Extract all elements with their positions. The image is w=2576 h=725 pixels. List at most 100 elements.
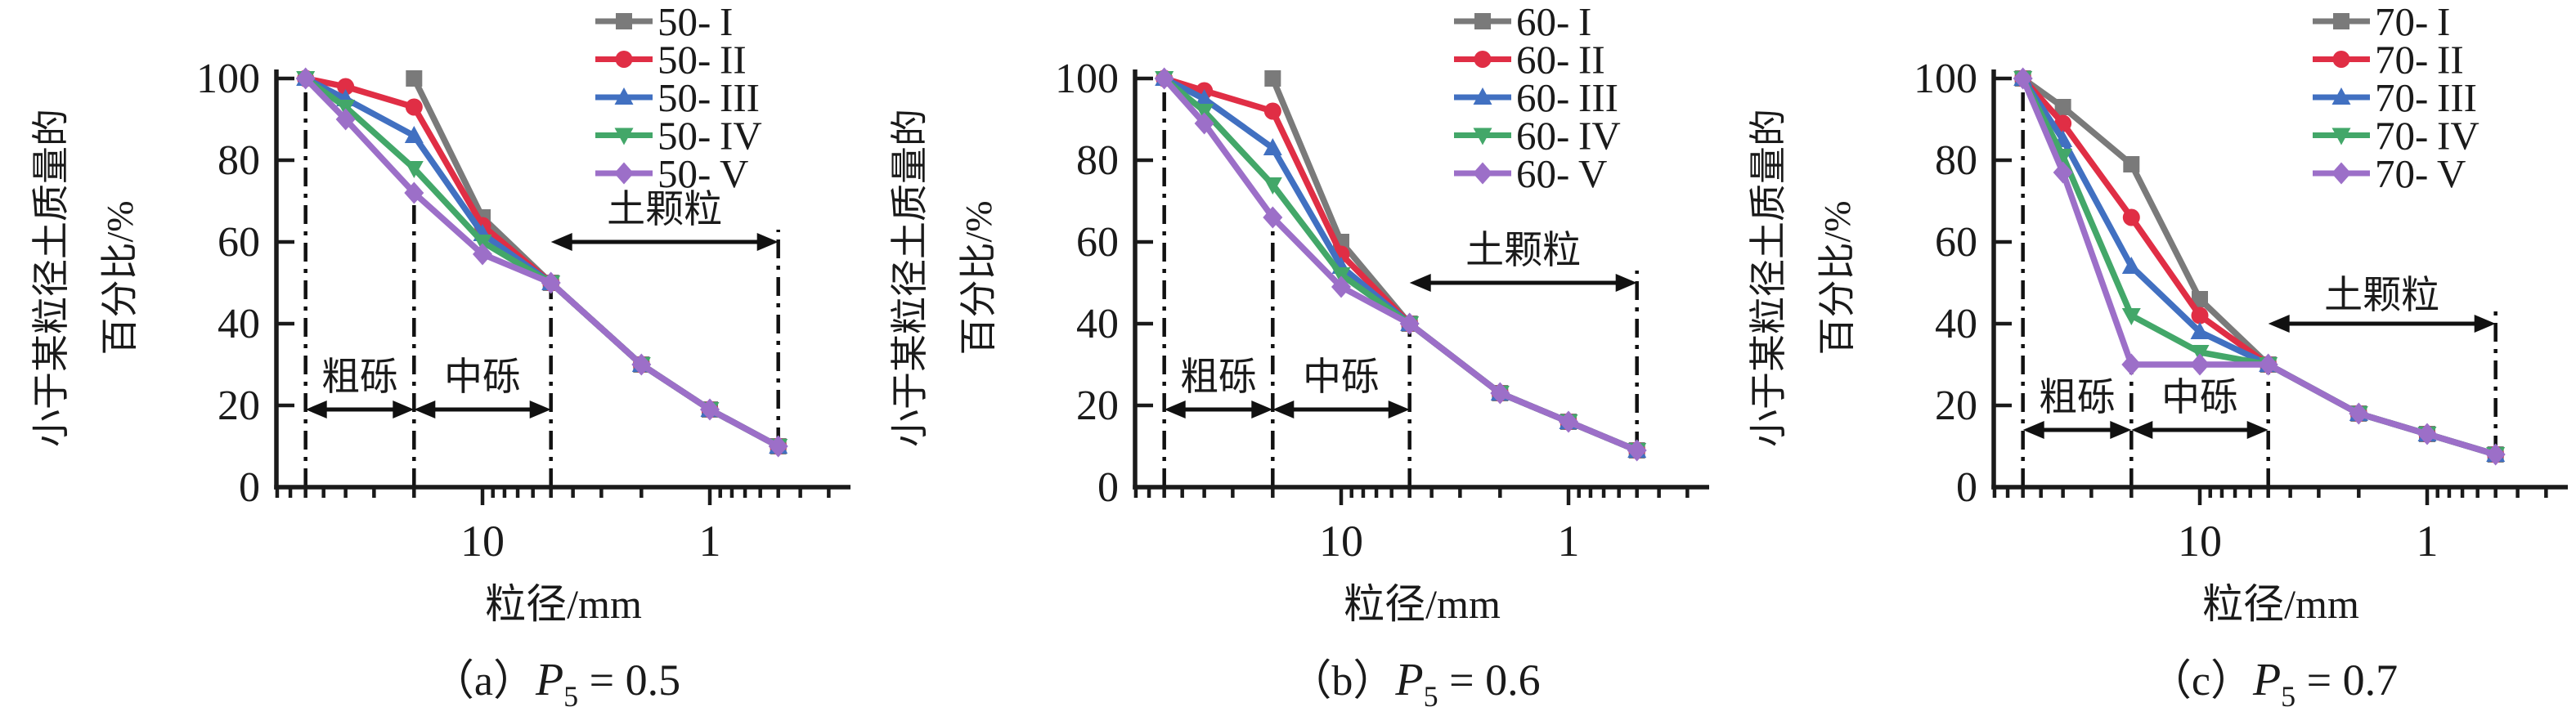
x-tick-label-1: 1 <box>699 517 721 566</box>
arrow-head-right <box>529 401 551 418</box>
caption-value: = 0.6 <box>1438 656 1541 705</box>
chart-panel-b: 0 20 40 60 80 100 10 1 粒径/mm 小于某粒径土质量的 百分比/% 粗砾 中砾 土颗… <box>889 0 1709 713</box>
legend-item-50-V: 50- V <box>595 151 748 196</box>
y-tick-label-80: 80 <box>1935 137 1977 184</box>
arrow-head-left <box>2131 421 2153 439</box>
arrow-head-right <box>1615 274 1637 292</box>
legend-label-50-IV: 50- IV <box>657 114 762 159</box>
y-axis-title-line2: 百分比/% <box>1816 200 1858 355</box>
legend-item-70-II: 70- II <box>2313 38 2464 83</box>
y-tick-label-0: 0 <box>1956 464 1977 511</box>
data-point-60-III-40mm <box>1195 89 1214 106</box>
data-point-70-II-10mm <box>2191 307 2209 324</box>
legend-item-50-I: 50- I <box>595 0 733 44</box>
data-point-50-I-20mm <box>406 70 423 87</box>
y-tick-label-60: 60 <box>1076 219 1119 266</box>
legend-label-60-II: 60- II <box>1516 38 1605 83</box>
arrow-head-left <box>550 233 572 251</box>
region-label-2: 土颗粒 <box>1465 230 1581 272</box>
data-point-70-I-10mm <box>2192 291 2208 307</box>
legend-marker-circle <box>2332 51 2350 68</box>
legend-label-numeral: III <box>720 75 760 120</box>
data-point-50-II-20mm <box>405 98 423 116</box>
legend-label-60-I: 60- I <box>1516 0 1591 44</box>
arrow-head-left <box>2268 315 2290 333</box>
legend-marker-triangle-up <box>2331 87 2351 105</box>
arrow-head-left <box>1272 401 1295 418</box>
series-line-50-V <box>302 75 782 450</box>
arrow-head-right <box>1251 401 1273 418</box>
series-70-V <box>2013 67 2506 466</box>
caption-subscript: 5 <box>1424 680 1438 713</box>
legend-label-prefix: 50- <box>657 38 711 83</box>
region-arrow-0 <box>305 401 415 418</box>
y-tick-label-40: 40 <box>1076 301 1119 347</box>
data-point-50-III-20mm <box>404 126 424 143</box>
region-arrow-2 <box>1409 274 1637 292</box>
legend-label-prefix: 60- <box>1516 0 1569 44</box>
legend-label-70-V: 70- V <box>2375 151 2466 196</box>
x-axis-title: 粒径/mm <box>1344 581 1501 627</box>
arrow-head-left <box>305 401 327 418</box>
caption-symbol: P <box>2252 655 2281 705</box>
y-axis-title-line2: 百分比/% <box>99 200 141 355</box>
legend-marker-diamond <box>2331 162 2351 185</box>
data-point-70-I-40mm <box>2054 99 2071 115</box>
data-point-70-I-20mm <box>2123 156 2140 172</box>
data-point-60-V-10mm <box>1331 275 1351 298</box>
legend-label-numeral: II <box>720 38 747 83</box>
data-point-60-V-1mm <box>1559 410 1578 433</box>
legend-item-60-III: 60- III <box>1454 75 1618 120</box>
data-point-50-V-10mm <box>473 243 492 266</box>
data-point-50-V-1mm <box>700 398 720 421</box>
legend-label-50-I: 50- I <box>657 0 733 44</box>
x-axis-title: 粒径/mm <box>485 581 642 627</box>
legend-label-prefix: 70- <box>2375 0 2428 44</box>
data-point-70-V-10mm <box>2190 353 2210 376</box>
legend-label-numeral: V <box>1578 151 1607 196</box>
legend-label-prefix: 60- <box>1516 38 1569 83</box>
legend-marker-triangle-down <box>614 128 634 145</box>
legend-label-60-IV: 60- IV <box>1516 114 1621 159</box>
caption-value: = 0.7 <box>2296 656 2398 705</box>
legend-item-50-IV: 50- IV <box>595 114 762 159</box>
data-point-70-V-5mm <box>2258 353 2278 376</box>
region-label-2: 土颗粒 <box>2324 275 2439 317</box>
legend-marker-triangle-up <box>614 87 634 105</box>
legend-marker-circle <box>1474 51 1492 68</box>
legend-item-70-V: 70- V <box>2313 151 2466 196</box>
legend-label-numeral: III <box>2437 75 2477 120</box>
data-point-60-V-60mm <box>1154 67 1174 90</box>
caption-value: = 0.5 <box>578 656 680 705</box>
chart-panel-a: 0 20 40 60 80 100 10 1 粒径/mm 小于某粒径土质量的 百分比/% 粗砾 中砾 土颗… <box>30 0 850 713</box>
caption-index: （b） <box>1289 658 1395 705</box>
legend-label-60-V: 60- V <box>1516 151 1607 196</box>
legend-item-60-I: 60- I <box>1454 0 1591 44</box>
legend-marker-diamond <box>614 162 634 185</box>
y-axis-title-line1: 小于某粒径土质量的 <box>30 109 72 447</box>
legend-label-numeral: I <box>720 0 733 44</box>
y-tick-label-20: 20 <box>218 383 260 429</box>
data-point-70-IV-20mm <box>2121 308 2141 325</box>
data-point-50-V-5mm <box>541 271 561 294</box>
legend-item-70-I: 70- I <box>2313 0 2450 44</box>
series-line-60-V <box>1160 75 1640 454</box>
legend-marker-square <box>616 13 632 29</box>
data-point-60-V-5mm <box>1399 312 1420 335</box>
caption-subscript: 5 <box>2281 680 2296 713</box>
region-label-0: 粗砾 <box>1180 356 1257 399</box>
x-tick-label-1: 1 <box>2417 517 2439 566</box>
y-axis-title-line1: 小于某粒径土质量的 <box>889 109 931 447</box>
data-point-50-V-0.5mm <box>768 435 788 458</box>
legend-label-numeral: II <box>1578 38 1605 83</box>
data-point-60-V-0.5mm <box>1627 439 1647 462</box>
region-arrow-0 <box>1164 401 1273 418</box>
region-label-0: 粗砾 <box>321 356 398 399</box>
y-tick-label-60: 60 <box>218 219 260 266</box>
region-label-0: 粗砾 <box>2039 377 2116 419</box>
x-tick-label-10: 10 <box>2178 517 2222 566</box>
y-tick-label-40: 40 <box>1935 301 1977 347</box>
